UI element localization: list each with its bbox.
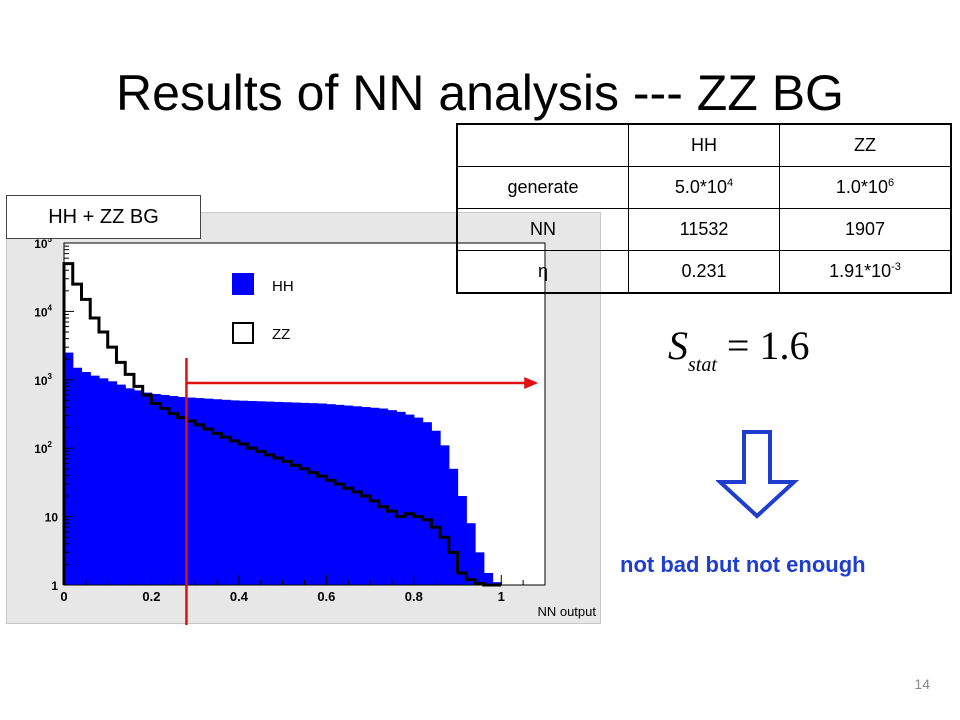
hh-bar <box>413 417 424 585</box>
table-row: η 0.231 1.91*10-3 <box>456 250 952 294</box>
table-cell: 1.0*106 <box>779 166 952 209</box>
table-cell: 5.0*104 <box>628 166 780 209</box>
hh-bar <box>352 406 362 585</box>
hh-bar <box>212 399 223 585</box>
x-tick-label: 1 <box>498 589 505 604</box>
hh-bar <box>256 401 266 585</box>
x-tick-label: 0 <box>60 589 67 604</box>
cut-arrow-head <box>524 377 539 389</box>
row-label: NN <box>456 208 629 251</box>
x-tick-label: 0.6 <box>317 589 335 604</box>
zz-series <box>62 262 502 587</box>
row-label: η <box>456 250 629 294</box>
hh-bar <box>125 388 135 585</box>
hh-bar <box>335 404 345 585</box>
legend-label-hh: HH <box>272 278 294 295</box>
cut-annotation <box>185 358 539 625</box>
hh-bar <box>221 399 231 585</box>
formula-symbol: S <box>668 323 688 368</box>
formula-subscript: stat <box>688 354 717 376</box>
hh-bar <box>168 395 179 585</box>
hh-bar <box>440 445 450 585</box>
hh-bar <box>98 378 109 585</box>
slide-title: Results of NN analysis --- ZZ BG <box>116 65 844 121</box>
histogram-label: HH + ZZ BG <box>6 195 201 239</box>
hh-bar <box>326 404 336 585</box>
hh-bar <box>291 402 301 585</box>
hh-bar <box>300 402 310 585</box>
hh-bar <box>457 496 467 585</box>
y-tick-label: 103 <box>34 372 52 388</box>
x-tick-label: 0.2 <box>142 589 160 604</box>
significance-formula: Sstat = 1.6 <box>668 322 810 376</box>
legend-swatch-hh <box>232 273 254 295</box>
hh-bar <box>396 411 406 585</box>
page-number: 14 <box>914 676 930 692</box>
x-tick-label: 0.4 <box>230 589 249 604</box>
hh-bar <box>133 390 144 585</box>
hh-bar <box>370 407 380 585</box>
down-arrow-icon <box>716 430 800 519</box>
formula-value: = 1.6 <box>726 323 810 368</box>
table-header-cell: ZZ <box>779 123 952 167</box>
hh-bar <box>317 403 327 585</box>
hh-bar <box>177 397 188 585</box>
hh-bar <box>308 403 319 585</box>
hh-series <box>64 352 502 585</box>
hh-bar <box>475 552 485 585</box>
hh-bar <box>448 468 459 585</box>
hh-bar <box>343 405 354 585</box>
y-tick-label: 104 <box>34 303 52 319</box>
hh-bar <box>387 410 397 585</box>
hh-bar <box>90 375 100 585</box>
table-cell: 0.231 <box>628 250 780 294</box>
hh-bar <box>247 400 257 585</box>
table-cell: 1.91*10-3 <box>779 250 952 294</box>
x-axis-title: NN output <box>537 604 596 619</box>
legend: HH ZZ <box>232 273 294 344</box>
x-tick-label: 0.8 <box>405 589 423 604</box>
hh-bar <box>483 572 494 585</box>
row-label: generate <box>456 166 629 209</box>
hh-bar <box>151 394 161 585</box>
table-row: NN 11532 1907 <box>456 208 952 251</box>
hh-bar <box>160 394 170 585</box>
legend-label-zz: ZZ <box>272 326 290 343</box>
hh-bar <box>142 392 153 585</box>
table-header-row: HH ZZ <box>456 123 952 167</box>
hh-bar <box>230 400 240 585</box>
table-cell: 1907 <box>779 208 952 251</box>
y-tick-label: 10 <box>45 511 59 525</box>
hh-bar <box>378 408 389 585</box>
hh-bar <box>466 523 476 585</box>
hh-bar <box>265 401 275 585</box>
hh-bar <box>116 384 126 585</box>
hh-bar <box>203 398 214 585</box>
hh-bar <box>72 367 83 585</box>
table-cell: 11532 <box>628 208 780 251</box>
y-tick-label: 1 <box>51 579 58 593</box>
hh-bar <box>195 398 205 585</box>
hh-bar <box>405 414 415 585</box>
hh-bar <box>431 430 441 585</box>
hh-bar <box>273 401 284 585</box>
legend-swatch-zz <box>232 322 254 344</box>
hh-bar <box>81 372 91 585</box>
hh-bar <box>282 402 292 585</box>
y-tick-label: 102 <box>34 440 52 456</box>
conclusion-text: not bad but not enough <box>620 552 866 577</box>
table-row: generate 5.0*104 1.0*106 <box>456 166 952 209</box>
table-header-cell: HH <box>628 123 780 167</box>
results-table: HH ZZ generate 5.0*104 1.0*106 NN 11532 … <box>456 123 952 294</box>
hh-bar <box>422 422 432 585</box>
hh-bar <box>186 397 196 585</box>
table-header-cell <box>456 123 629 167</box>
hh-bar <box>107 381 118 585</box>
hh-bar <box>238 400 249 585</box>
zz-outline <box>62 262 502 587</box>
